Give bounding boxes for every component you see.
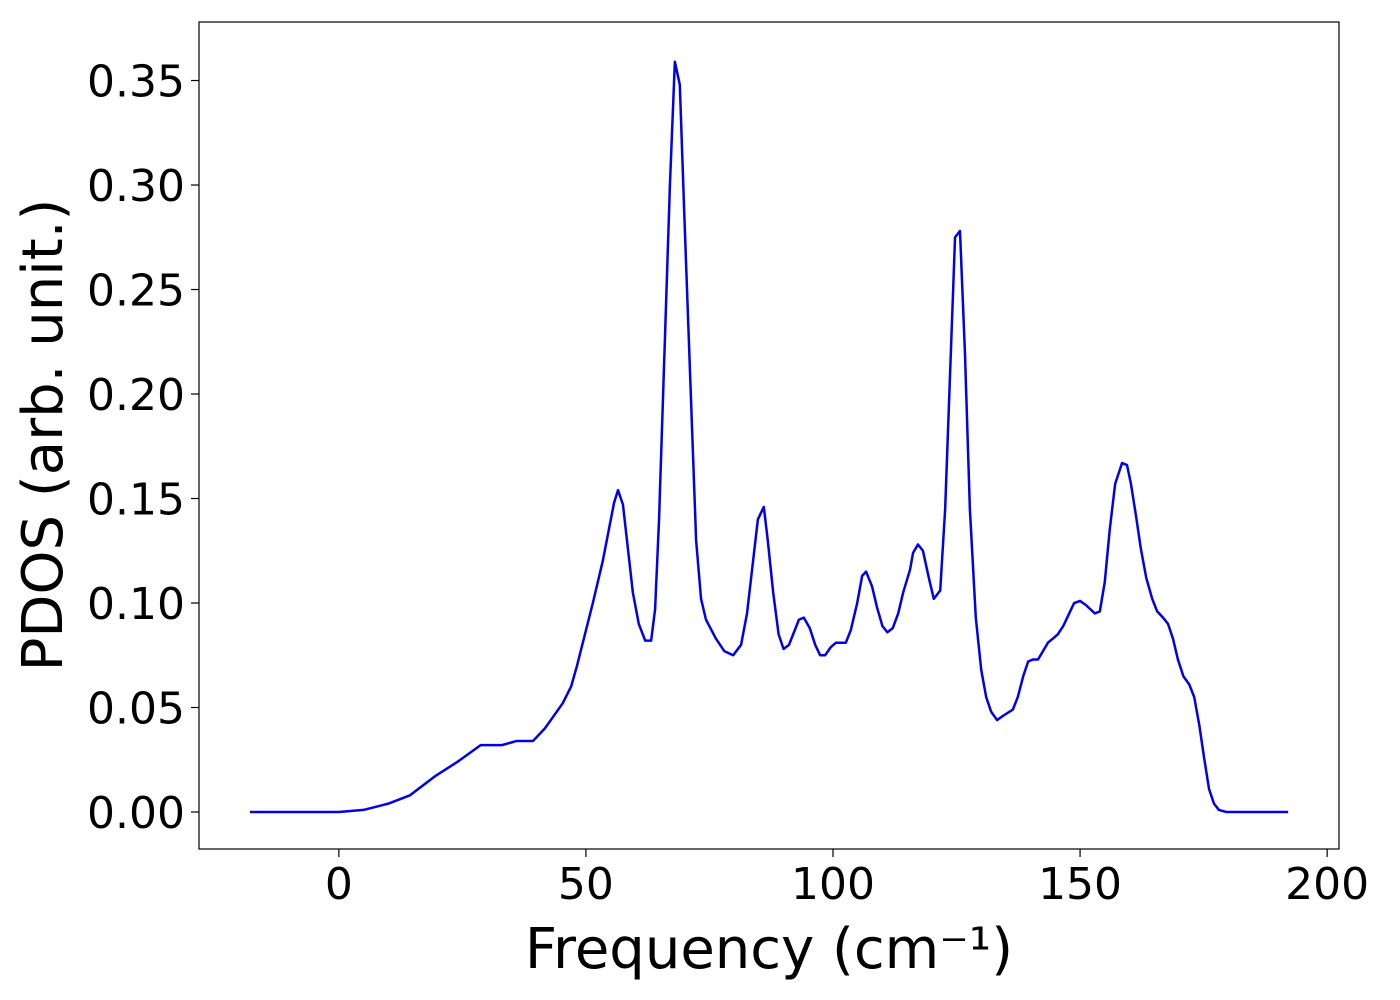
- x-tick-label: 200: [1285, 859, 1369, 910]
- y-tick-label: 0.30: [87, 161, 185, 212]
- x-tick-label: 150: [1038, 859, 1122, 910]
- y-tick-label: 0.05: [87, 684, 185, 735]
- plot-frame: [198, 21, 1340, 850]
- y-tick-label: 0.15: [87, 475, 185, 526]
- y-tick-label: 0.00: [87, 788, 185, 839]
- y-axis-label: PDOS (arb. unit.): [11, 199, 76, 672]
- x-tick-label: 100: [791, 859, 875, 910]
- y-tick-label: 0.10: [87, 579, 185, 630]
- x-tick-label: 0: [325, 859, 353, 910]
- x-tick-label: 50: [558, 859, 614, 910]
- pdos-line: [249, 60, 1289, 814]
- y-tick-label: 0.35: [87, 57, 185, 108]
- y-tick-label: 0.25: [87, 266, 185, 317]
- y-tick-label: 0.20: [87, 370, 185, 421]
- x-axis-label: Frequency (cm⁻¹): [525, 917, 1013, 982]
